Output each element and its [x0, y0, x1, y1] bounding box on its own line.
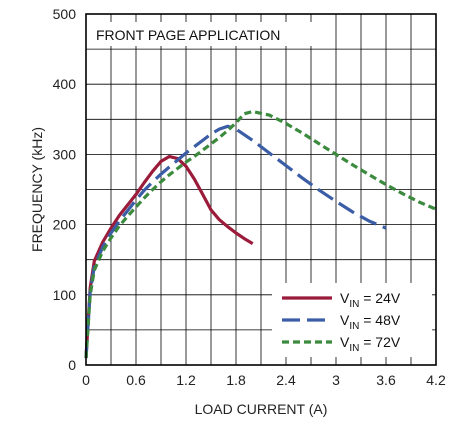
y-tick-label: 0 — [68, 357, 76, 373]
chart-annotation: FRONT PAGE APPLICATION — [96, 27, 280, 43]
annotation-background — [92, 22, 314, 46]
annotation-box — [92, 22, 314, 46]
y-tick-label: 300 — [53, 146, 77, 162]
legend-label: VIN = 72V — [340, 334, 401, 354]
y-tick-label: 200 — [53, 217, 77, 233]
x-tick-label: 4.2 — [426, 372, 446, 388]
series-line — [84, 154, 254, 359]
x-tick-label: 2.4 — [276, 372, 296, 388]
axis-ticks: 0 0.6 1.2 1.8 2.4 3 3.6 4.2 0 100 200 300 400 500 — [53, 6, 446, 388]
x-axis-label: LOAD CURRENT (A) — [195, 401, 328, 417]
series-line — [84, 124, 387, 359]
legend-label: VIN = 24V — [340, 290, 401, 310]
series-layer — [84, 110, 437, 359]
x-tick-label: 0 — [82, 372, 90, 388]
y-tick-label: 400 — [53, 76, 77, 92]
x-tick-label: 0.6 — [126, 372, 146, 388]
series-line — [84, 110, 437, 359]
y-axis-label: FREQUENCY (kHz) — [29, 127, 45, 252]
x-tick-label: 3.6 — [376, 372, 396, 388]
y-tick-label: 100 — [53, 287, 77, 303]
y-tick-label: 500 — [53, 6, 77, 22]
x-tick-label: 1.2 — [176, 372, 196, 388]
legend-label: VIN = 48V — [340, 312, 401, 332]
x-tick-label: 1.8 — [226, 372, 246, 388]
x-tick-label: 3 — [332, 372, 340, 388]
plot-frame — [85, 13, 437, 366]
